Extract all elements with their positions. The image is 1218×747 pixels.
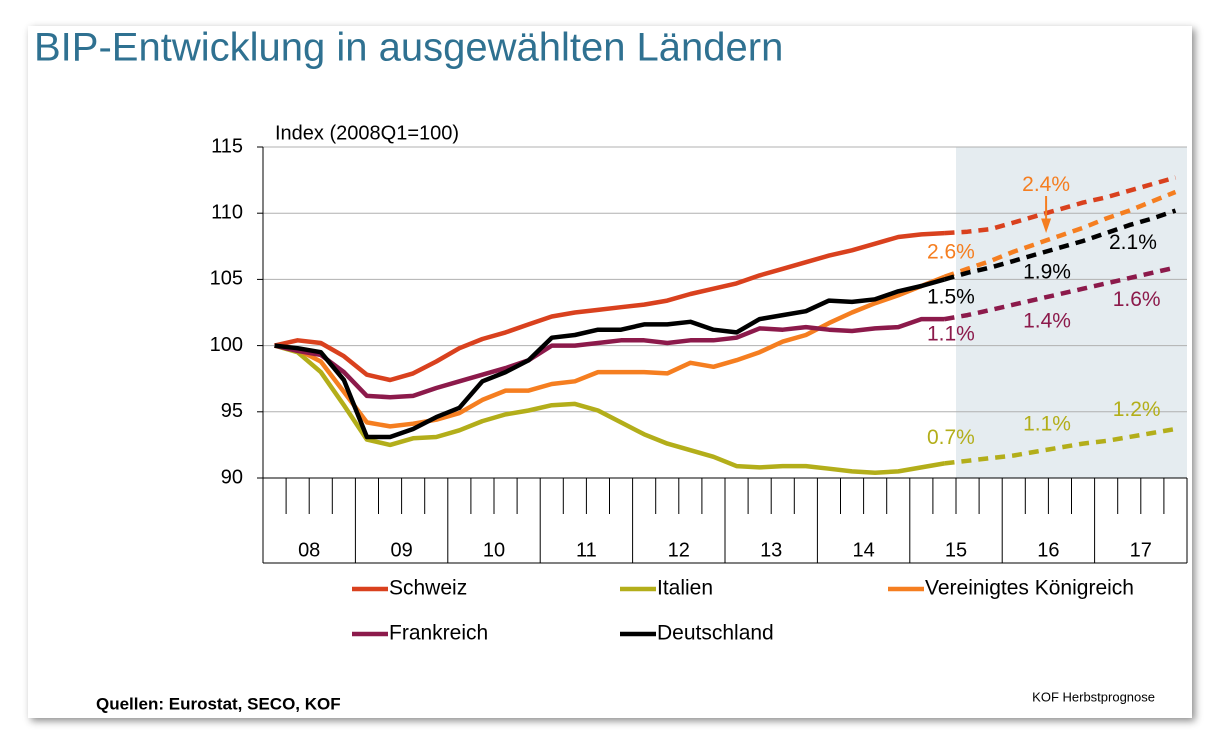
chart-title: BIP-Entwicklung in ausgewählten Ländern (34, 26, 783, 70)
annotation: 2.4% (1022, 173, 1070, 196)
forecast-area (956, 147, 1187, 478)
annotation: 1.5% (927, 285, 975, 308)
y-tick-label: 95 (221, 400, 243, 422)
legend-label: Schweiz (389, 577, 467, 600)
x-tick-label: 08 (298, 539, 320, 561)
annotation: 2.6% (927, 240, 975, 263)
annotation: 1.1% (1023, 413, 1071, 436)
line (274, 316, 945, 400)
y-tick-label: 90 (221, 466, 243, 488)
x-tick-label: 16 (1037, 539, 1059, 561)
x-tick-label: 09 (390, 539, 412, 561)
line (274, 230, 945, 383)
legend-label: Deutschland (657, 622, 774, 645)
annotation: 1.2% (1113, 398, 1161, 421)
x-tick-label: 10 (483, 539, 505, 561)
line (273, 343, 945, 475)
x-tick-label: 13 (760, 539, 782, 561)
forecast-line (943, 189, 1177, 279)
legend-label: Frankreich (389, 622, 488, 645)
forecast-line (943, 208, 1177, 282)
forecast-line (944, 175, 1177, 236)
y-tick-label: 100 (210, 334, 243, 356)
y-axis-label: Index (2008Q1=100) (275, 122, 459, 144)
forecast-line (944, 426, 1176, 466)
y-tick-label: 110 (211, 201, 243, 223)
y-tick-label: 115 (211, 135, 243, 157)
annotation-arrowhead (1041, 218, 1052, 234)
annotation: 0.7% (927, 426, 975, 449)
annotation: 1.4% (1023, 309, 1071, 332)
footer: KOF Herbstprognose (1032, 689, 1155, 704)
plot: 90 95 100 105 110 115 08 09 10 11 12 13 14 15 16 17 2.4%… (210, 135, 1188, 645)
annotation: 2.1% (1109, 231, 1157, 254)
x-tick-label: 12 (668, 539, 690, 561)
source: Quellen: Eurostat, SECO, KOF (96, 694, 341, 713)
legend-label: Vereinigtes Königreich (925, 577, 1134, 600)
y-tick-label: 105 (210, 268, 243, 290)
line (274, 274, 946, 429)
x-tick-label: 15 (945, 539, 967, 561)
x-tick-label: 11 (576, 539, 597, 561)
x-tick-label: 14 (852, 539, 874, 561)
forecast-line (944, 265, 1177, 322)
line (274, 277, 946, 440)
legend-label: Italien (657, 577, 713, 600)
annotation: 1.6% (1113, 288, 1161, 311)
annotation: 1.1% (927, 323, 975, 346)
annotation: 1.9% (1023, 260, 1071, 283)
x-tick-label: 17 (1130, 539, 1152, 561)
